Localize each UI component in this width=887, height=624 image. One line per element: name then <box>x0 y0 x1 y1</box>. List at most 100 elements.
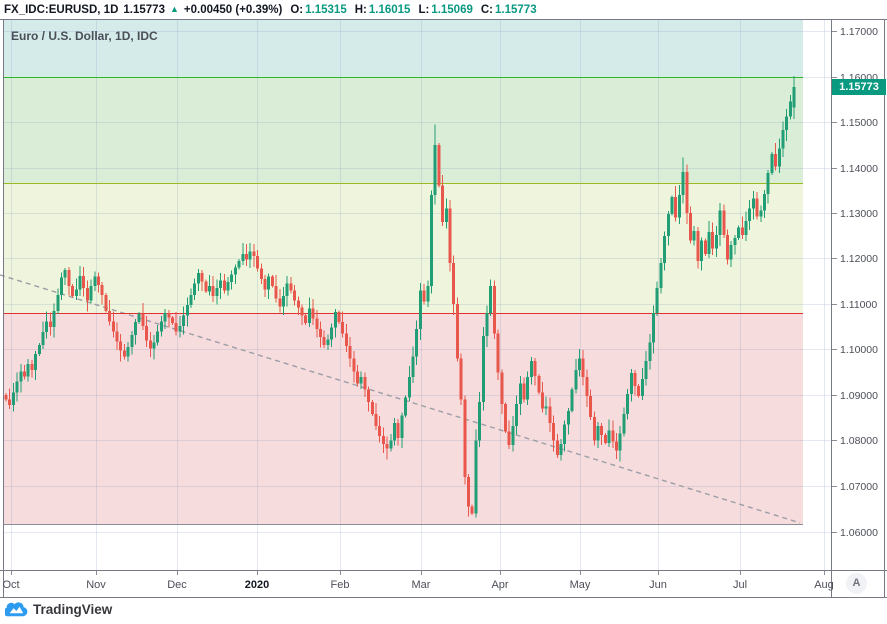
candle-body <box>622 414 626 434</box>
candle-body <box>770 153 774 173</box>
candle-body <box>222 280 226 291</box>
candle-body <box>122 350 126 357</box>
candle-body <box>555 440 559 456</box>
candle-body <box>700 240 704 261</box>
low-value: 1.15069 <box>431 3 473 16</box>
open-value: 1.15315 <box>305 3 347 16</box>
candle-body <box>500 372 504 405</box>
candle-body <box>15 381 19 393</box>
candle-body <box>52 310 56 327</box>
time-axis-label: Jun <box>649 579 667 591</box>
candle-body <box>300 307 304 316</box>
ohlc-info-bar: FX_IDC:EURUSD, 1D 1.15773 ▲ +0.00450 (+0… <box>0 0 887 19</box>
candle-body <box>126 347 130 357</box>
open-label: O: <box>290 3 304 16</box>
candle-body <box>511 425 515 446</box>
candle-body <box>703 240 707 254</box>
candle-body <box>740 227 744 235</box>
candle-body <box>89 285 93 301</box>
candle-body <box>396 423 400 439</box>
tradingview-logo[interactable]: TradingView <box>5 601 112 617</box>
candle-body <box>629 373 633 395</box>
candle-body <box>333 312 337 328</box>
candle-body <box>330 327 334 340</box>
candle-body <box>640 379 644 396</box>
price-axis-label: 1.15000 <box>840 117 878 129</box>
candle-body <box>518 383 522 405</box>
candle-body <box>359 376 363 384</box>
candle-body <box>211 285 215 296</box>
candle-body <box>437 144 441 186</box>
candle-body <box>722 210 726 235</box>
price-axis-label: 1.12000 <box>840 253 878 265</box>
candle-body <box>666 213 670 236</box>
candle-body <box>11 392 15 406</box>
candle-body <box>219 280 223 289</box>
price-axis-label: 1.06000 <box>840 527 878 539</box>
candle-body <box>189 294 193 305</box>
candle-body <box>718 210 722 235</box>
candle-body <box>108 310 112 322</box>
candle-body <box>115 331 119 342</box>
candle-body <box>563 424 567 445</box>
auto-scale-button[interactable]: A <box>846 573 867 594</box>
candle-body <box>119 341 123 351</box>
candle-body <box>763 193 766 211</box>
candle-body <box>592 416 596 441</box>
candle-body <box>659 263 663 289</box>
candle-body <box>130 334 134 348</box>
candle-body <box>245 253 248 260</box>
time-axis-label: Oct <box>2 579 19 591</box>
price-axis[interactable]: 1.170001.160001.150001.140001.130001.120… <box>832 26 878 539</box>
candle-body <box>578 358 581 370</box>
candle-body <box>97 276 100 285</box>
price-axis-label: 1.08000 <box>840 435 878 447</box>
levels-layer[interactable] <box>4 76 803 526</box>
candle-body <box>652 313 655 343</box>
candle-body <box>30 364 34 370</box>
candle-body <box>182 315 186 326</box>
high-value: 1.16015 <box>368 3 411 16</box>
candle-body <box>548 406 552 424</box>
candle-body <box>788 101 792 117</box>
candle-body <box>663 235 667 264</box>
candle-body <box>751 198 755 209</box>
last-price-badge: 1.15773 <box>832 78 886 95</box>
candle-body <box>474 440 478 514</box>
candle-body <box>337 312 341 323</box>
time-axis[interactable]: Oct Nov Dec 2020 Feb Mar Apr May Jun Jul Aug <box>2 571 834 591</box>
candle-body <box>304 315 308 324</box>
candle-body <box>504 404 507 432</box>
candle-body <box>319 329 322 337</box>
candle-body <box>766 172 770 194</box>
symbol-label[interactable]: FX_IDC:EURUSD, 1D <box>4 3 119 16</box>
candle-body <box>104 294 108 311</box>
candle-body <box>515 404 519 426</box>
candle-body <box>452 263 456 304</box>
close-label: C: <box>480 3 494 16</box>
candle-body <box>537 375 541 393</box>
candle-body <box>82 275 86 289</box>
candle-body <box>289 283 293 291</box>
candle-body <box>378 425 382 436</box>
candle-body <box>26 364 30 377</box>
candle-body <box>585 376 589 396</box>
candle-body <box>689 213 692 241</box>
candle-body <box>167 313 171 318</box>
candle-body <box>381 435 385 445</box>
time-axis-label: Jul <box>733 579 747 591</box>
price-axis-label: 1.13000 <box>840 208 878 220</box>
candle-body <box>352 358 356 372</box>
candle-body <box>655 288 659 314</box>
candle-body <box>737 227 741 239</box>
candle-body <box>196 273 200 284</box>
candle-body <box>685 172 689 213</box>
close-value: 1.15773 <box>495 3 537 16</box>
candle-body <box>707 232 711 254</box>
up-arrow-icon: ▲ <box>169 4 179 14</box>
candle-body <box>23 371 26 377</box>
candle-body <box>230 274 234 283</box>
descending-trendline[interactable] <box>0 274 801 524</box>
low-label: L: <box>418 3 430 16</box>
